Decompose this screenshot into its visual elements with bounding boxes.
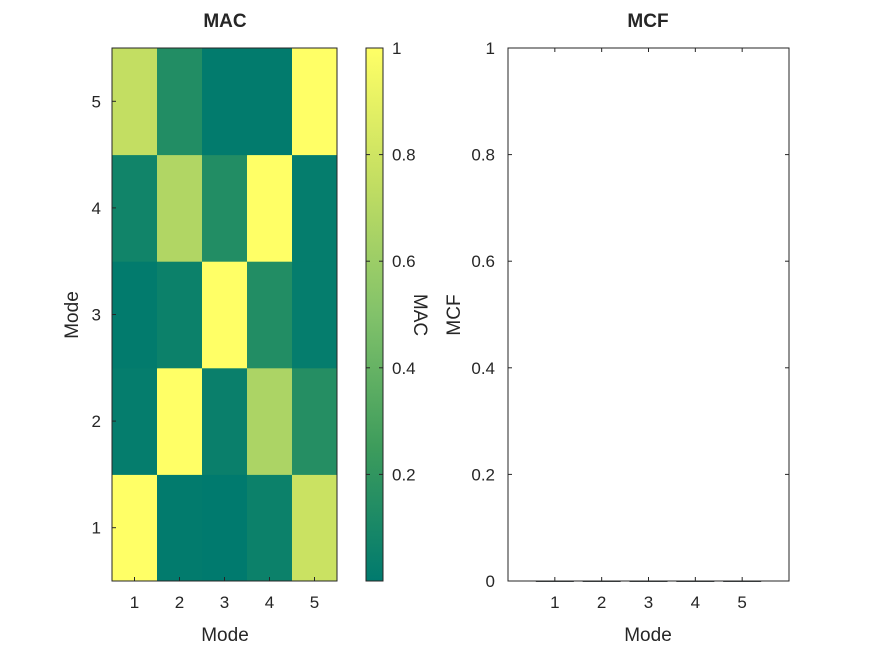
x-tick-label: 5 bbox=[310, 593, 319, 612]
colorbar-ticks: 0.2 0.4 0.6 0.8 1 bbox=[366, 39, 416, 484]
heatmap-cell bbox=[157, 154, 203, 262]
colorbar-gradient bbox=[365, 47, 384, 582]
mac-x-ticks: 1 2 3 4 5 bbox=[130, 577, 319, 612]
mac-panel: MAC 1 2 3 4 5 1 2 3 4 5 Mode Mode bbox=[62, 11, 338, 646]
bar bbox=[535, 580, 574, 582]
heatmap-cell bbox=[112, 154, 158, 262]
heatmap-cell bbox=[112, 48, 158, 156]
colorbar-tick-label: 0.2 bbox=[392, 465, 416, 484]
x-tick-label: 4 bbox=[691, 593, 700, 612]
bar bbox=[629, 580, 668, 582]
bar bbox=[676, 580, 715, 582]
x-tick-label: 2 bbox=[597, 593, 606, 612]
x-tick-label: 5 bbox=[737, 593, 746, 612]
heatmap-cell bbox=[157, 474, 203, 582]
heatmap-cell bbox=[202, 261, 248, 369]
colorbar-label: MAC bbox=[409, 294, 430, 336]
heatmap-cell bbox=[157, 261, 203, 369]
y-tick-label: 0 bbox=[486, 572, 495, 591]
y-tick-label: 0.6 bbox=[471, 252, 495, 271]
colorbar-tick-label: 1 bbox=[392, 39, 401, 58]
heatmap-cell bbox=[202, 48, 248, 156]
colorbar-tick-label: 0.6 bbox=[392, 252, 416, 271]
y-tick-label: 4 bbox=[92, 199, 101, 218]
colorbar-tick-label: 0.8 bbox=[392, 146, 416, 165]
heatmap-cell bbox=[292, 154, 338, 262]
mac-title: MAC bbox=[203, 11, 247, 32]
mac-y-label: Mode bbox=[62, 291, 83, 339]
mcf-y-ticks: 0 0.2 0.4 0.6 0.8 1 bbox=[471, 39, 789, 591]
heatmap-cell bbox=[247, 474, 293, 582]
heatmap-cell bbox=[112, 261, 158, 369]
heatmap-cell bbox=[157, 367, 203, 475]
heatmap-cell bbox=[247, 367, 293, 475]
mcf-x-ticks: 1 2 3 4 5 bbox=[550, 48, 747, 612]
x-tick-label: 1 bbox=[550, 593, 559, 612]
mac-x-label: Mode bbox=[201, 625, 249, 646]
heatmap-cell bbox=[112, 474, 158, 582]
y-tick-label: 0.4 bbox=[471, 359, 495, 378]
mcf-panel: MCF 1 2 3 4 5 0 0.2 0.4 0.6 0.8 1 Mode MCF bbox=[444, 11, 790, 646]
x-tick-label: 3 bbox=[220, 593, 229, 612]
mac-cells bbox=[112, 48, 338, 582]
y-tick-label: 3 bbox=[92, 306, 101, 325]
colorbar-tick-label: 0.4 bbox=[392, 359, 416, 378]
mac-y-ticks: 1 2 3 4 5 bbox=[92, 92, 116, 538]
heatmap-cell bbox=[202, 154, 248, 262]
bar bbox=[723, 580, 762, 582]
heatmap-cell bbox=[292, 367, 338, 475]
mcf-bars bbox=[535, 580, 762, 582]
heatmap-cell bbox=[112, 367, 158, 475]
y-tick-label: 1 bbox=[92, 519, 101, 538]
mcf-x-label: Mode bbox=[624, 625, 672, 646]
x-tick-label: 4 bbox=[265, 593, 274, 612]
x-tick-label: 1 bbox=[130, 593, 139, 612]
y-tick-label: 1 bbox=[486, 39, 495, 58]
heatmap-cell bbox=[202, 367, 248, 475]
x-tick-label: 2 bbox=[175, 593, 184, 612]
heatmap-cell bbox=[247, 48, 293, 156]
heatmap-cell bbox=[292, 48, 338, 156]
heatmap-cell bbox=[247, 154, 293, 262]
x-tick-label: 3 bbox=[644, 593, 653, 612]
colorbar: 0.2 0.4 0.6 0.8 1 MAC bbox=[365, 39, 430, 582]
heatmap-cell bbox=[292, 474, 338, 582]
heatmap-cell bbox=[292, 261, 338, 369]
y-tick-label: 2 bbox=[92, 412, 101, 431]
heatmap-cell bbox=[247, 261, 293, 369]
y-tick-label: 5 bbox=[92, 92, 101, 111]
mcf-y-label: MCF bbox=[444, 294, 465, 335]
y-tick-label: 0.2 bbox=[471, 465, 495, 484]
y-tick-label: 0.8 bbox=[471, 146, 495, 165]
heatmap-cell bbox=[157, 48, 203, 156]
mcf-title: MCF bbox=[627, 11, 668, 32]
bar bbox=[582, 580, 621, 582]
heatmap-cell bbox=[202, 474, 248, 582]
